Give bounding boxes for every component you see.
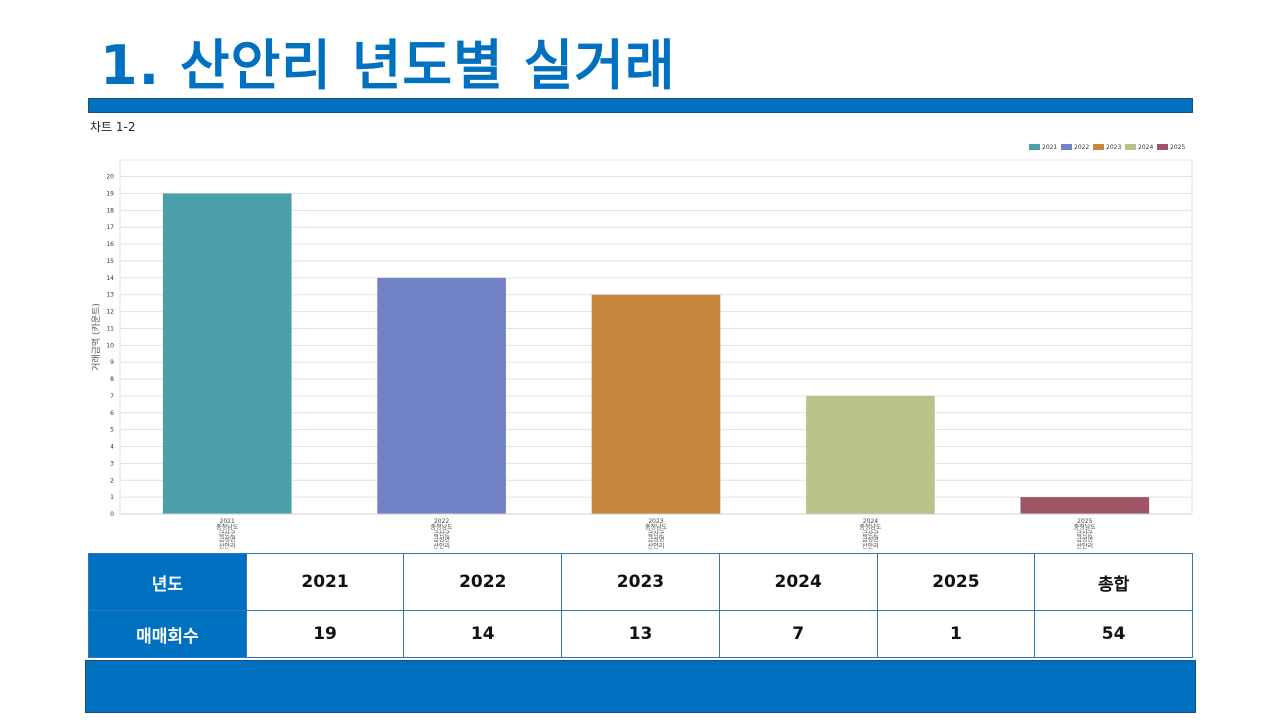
- count-cell: 1: [876, 610, 1036, 658]
- x-tick-label: 2024: [863, 518, 878, 525]
- legend-entry: 2023: [1106, 144, 1121, 151]
- table-row-counts: 매매회수 19 14 13 7 1 54: [88, 610, 1193, 658]
- summary-table: 년도 2021 2022 2023 2024 2025 총합 매매회수 19 1…: [88, 553, 1193, 658]
- y-tick-label: 3: [110, 460, 114, 467]
- x-tick-label: 2023: [648, 518, 663, 525]
- x-tick-label: 금산군: [862, 529, 879, 537]
- x-tick-label: 2022: [434, 518, 449, 525]
- year-cell: 2023: [561, 553, 720, 611]
- y-tick-label: 7: [110, 393, 114, 400]
- x-tick-label: 2021: [220, 518, 235, 525]
- bar: [377, 277, 506, 514]
- title-underline-bar: [88, 98, 1193, 113]
- y-tick-label: 6: [110, 410, 114, 417]
- y-tick-label: 2: [110, 477, 114, 484]
- y-tick-label: 11: [106, 325, 114, 332]
- x-tick-label: 2025: [1077, 518, 1092, 525]
- x-tick-label: 충청남도: [1074, 523, 1097, 531]
- x-tick-label: 금산군: [219, 529, 236, 537]
- x-tick-label: 충청남도: [645, 523, 668, 531]
- year-cell: 2022: [403, 553, 563, 611]
- y-tick-label: 8: [110, 376, 114, 383]
- y-tick-label: 18: [106, 207, 114, 214]
- count-cell: 19: [245, 610, 405, 658]
- y-tick-label: 13: [106, 292, 114, 299]
- count-cell: 7: [718, 610, 878, 658]
- year-cell: 2025: [876, 553, 1036, 611]
- x-tick-label: 충청남도: [431, 523, 454, 531]
- x-tick-label: 산안리: [219, 542, 236, 550]
- legend-swatch: [1157, 144, 1168, 150]
- y-tick-label: 20: [106, 174, 114, 181]
- x-tick-label: 산안리: [433, 542, 450, 550]
- legend-entry: 2025: [1170, 144, 1185, 151]
- y-tick-label: 16: [106, 241, 114, 248]
- y-tick-label: 15: [106, 258, 114, 265]
- y-tick-label: 4: [110, 444, 114, 451]
- legend-swatch: [1093, 144, 1104, 150]
- count-cell: 13: [561, 610, 720, 658]
- y-tick-label: 10: [106, 342, 114, 349]
- x-tick-label: 금산군: [1077, 529, 1094, 537]
- legend-entry: 2021: [1042, 144, 1057, 151]
- chart-caption: 차트 1-2: [90, 120, 136, 134]
- total-count-cell: 54: [1034, 610, 1193, 658]
- x-tick-label: 산안리: [648, 542, 665, 550]
- x-tick-label: 금성면: [433, 536, 450, 544]
- x-tick-label: 금성면: [648, 536, 665, 544]
- legend-swatch: [1061, 144, 1072, 150]
- y-tick-label: 19: [106, 191, 114, 198]
- year-cell: 2024: [718, 553, 878, 611]
- x-tick-label: 금성면: [219, 536, 236, 544]
- bar: [162, 193, 292, 514]
- legend-swatch: [1125, 144, 1136, 150]
- bar: [591, 294, 721, 514]
- legend-entry: 2022: [1074, 144, 1089, 151]
- y-tick-label: 9: [110, 359, 114, 366]
- x-tick-label: 산안리: [1077, 542, 1094, 550]
- x-tick-label: 산안리: [862, 542, 879, 550]
- page-title: 1. 산안리 년도별 실거래: [100, 34, 676, 97]
- y-tick-label: 12: [106, 309, 114, 316]
- y-tick-label: 14: [106, 275, 114, 282]
- x-tick-label: 금산군: [433, 529, 450, 537]
- x-tick-label: 충청남도: [216, 523, 239, 531]
- year-cell: 2021: [245, 553, 405, 611]
- y-tick-label: 1: [110, 494, 114, 501]
- legend-entry: 2024: [1138, 144, 1153, 151]
- bar: [806, 395, 935, 514]
- total-header-cell: 총합: [1034, 553, 1193, 611]
- x-tick-label: 금성면: [862, 536, 879, 544]
- legend-swatch: [1029, 144, 1040, 150]
- bar: [1020, 497, 1150, 514]
- y-tick-label: 0: [110, 511, 114, 518]
- x-tick-label: 충청남도: [859, 523, 882, 531]
- row-header-count: 매매회수: [88, 610, 247, 658]
- footer-bar: [85, 660, 1196, 713]
- y-tick-label: 17: [106, 224, 114, 231]
- table-row-years: 년도 2021 2022 2023 2024 2025 총합: [88, 553, 1193, 611]
- x-tick-label: 금산군: [648, 529, 665, 537]
- y-axis-label: 거래금액 (카운트): [90, 303, 102, 371]
- y-tick-label: 5: [110, 427, 114, 434]
- row-header-year: 년도: [88, 553, 247, 611]
- count-cell: 14: [403, 610, 563, 658]
- x-tick-label: 금성면: [1077, 536, 1094, 544]
